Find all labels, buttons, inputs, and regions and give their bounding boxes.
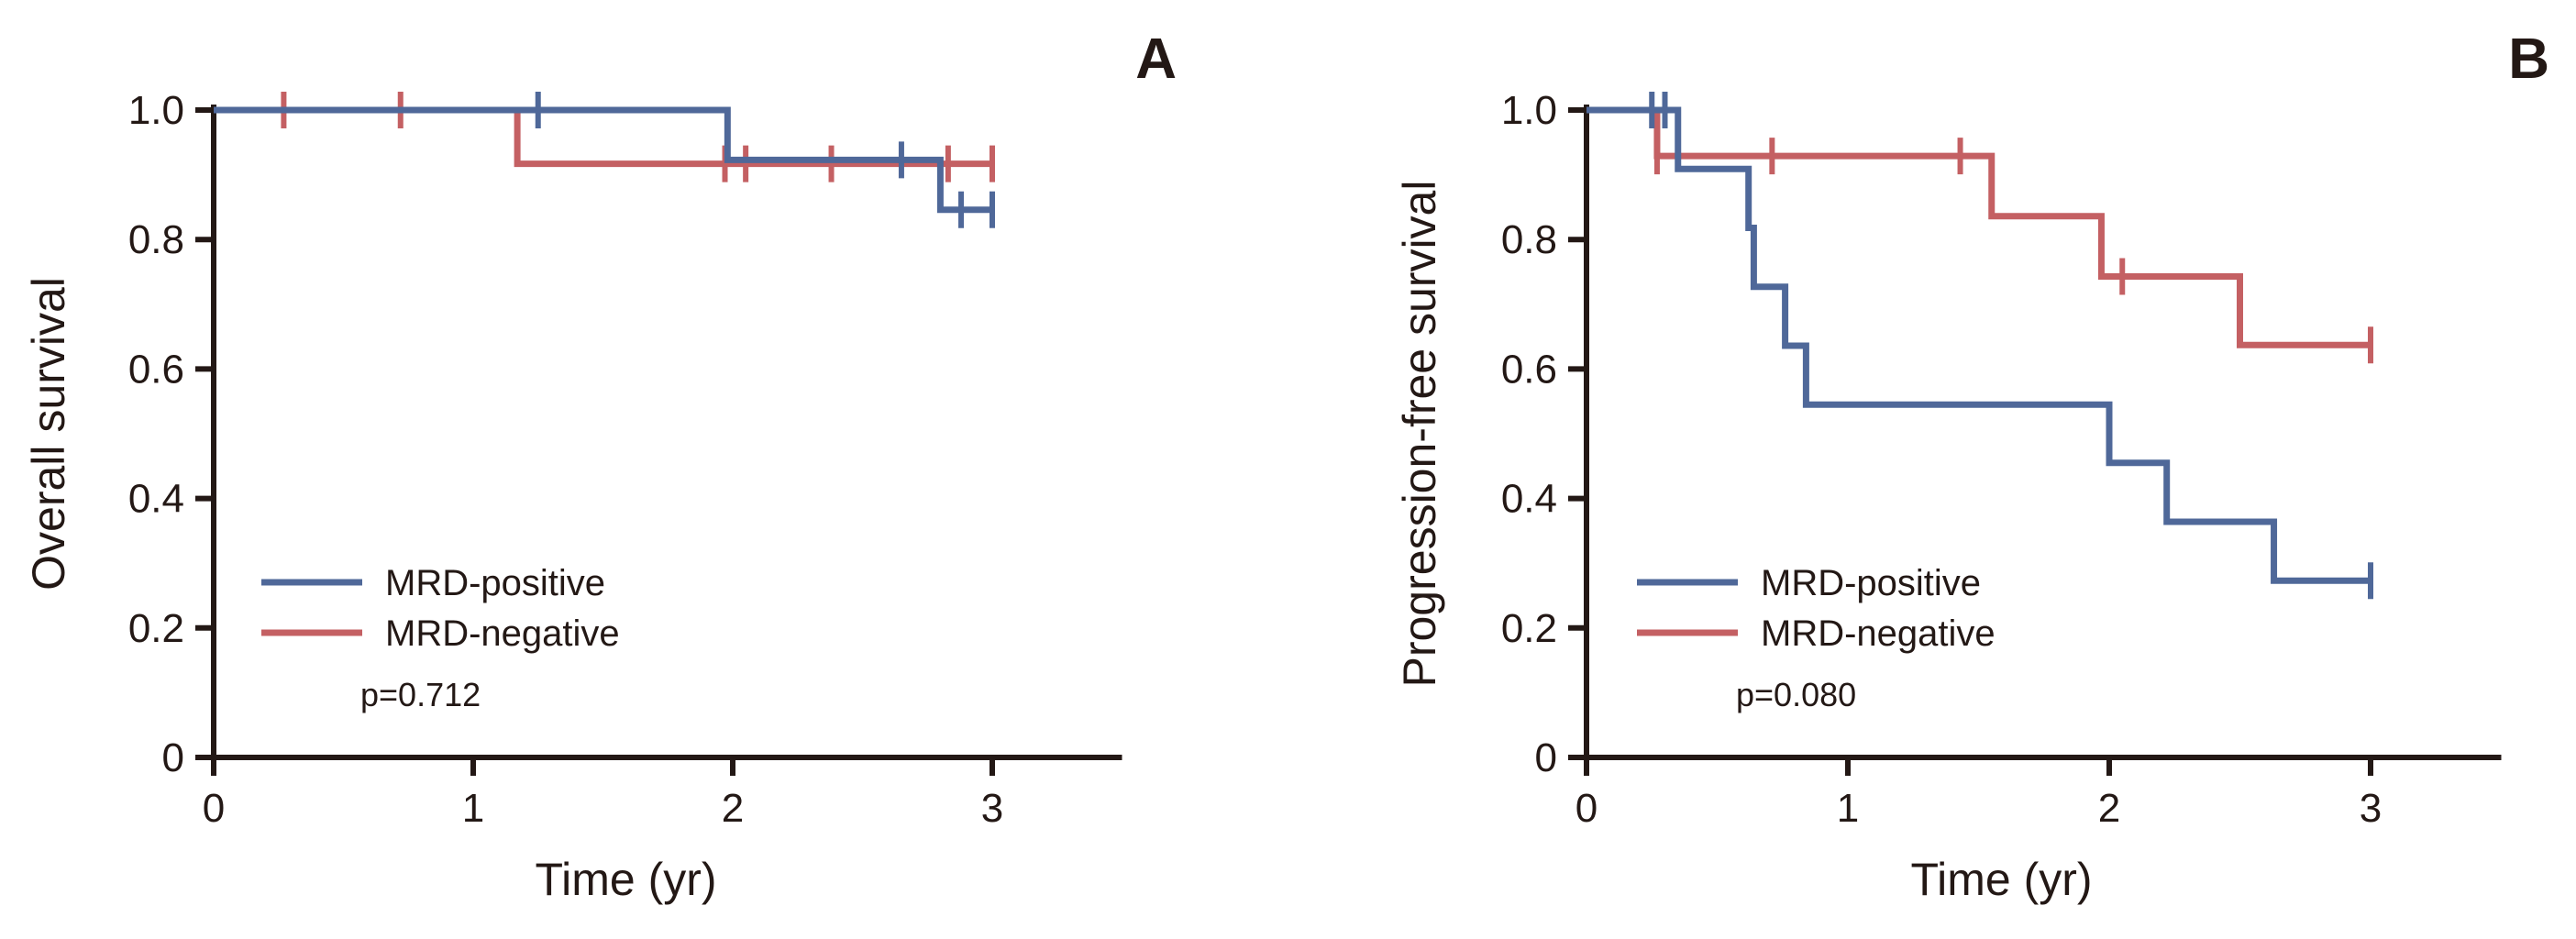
x-axis-label: Time (yr) [1910, 854, 2092, 905]
y-axis-label: Progression-free survival [1394, 181, 1445, 688]
panel-b: 0 0.2 0.4 0.6 0.8 1.0 0 1 2 3 Time (yr) Progression… [1394, 28, 2549, 905]
legend-label: MRD-positive [1761, 563, 1981, 603]
survival-curve-mrd-negative [1587, 106, 2371, 348]
y-tick-label: 0.4 [128, 477, 184, 522]
survival-curve-mrd-positive [1587, 106, 2371, 584]
legend-label: MRD-negative [385, 613, 620, 654]
x-axis-label: Time (yr) [535, 854, 716, 905]
y-tick-label: 0 [1535, 735, 1557, 780]
y-axis-label: Overall survival [23, 277, 74, 591]
y-tick-label: 0.8 [1501, 217, 1557, 262]
x-tick-label: 0 [203, 786, 225, 831]
legend-label: MRD-positive [385, 563, 605, 603]
y-tick-label: 1.0 [128, 88, 184, 133]
p-value: p=0.712 [360, 676, 481, 713]
y-tick-label: 0.2 [128, 606, 184, 651]
x-tick-label: 0 [1575, 786, 1598, 831]
y-tick-label: 0.6 [1501, 347, 1557, 392]
survival-curve-mrd-negative [214, 106, 992, 168]
y-tick-label: 0.4 [1501, 477, 1557, 522]
panel-label: A [1135, 28, 1177, 91]
y-tick-label: 0 [162, 735, 184, 780]
y-tick-label: 0.2 [1501, 606, 1557, 651]
panel-label: B [2508, 28, 2549, 91]
survival-curve-mrd-positive [214, 106, 992, 214]
x-tick-label: 2 [722, 786, 744, 831]
x-tick-label: 3 [2360, 786, 2382, 831]
panel-a: 0 0.2 0.4 0.6 0.8 1.0 0 1 2 3 Time (yr) Overall sur… [23, 28, 1177, 905]
x-tick-label: 3 [981, 786, 1003, 831]
p-value: p=0.080 [1736, 676, 1856, 713]
y-tick-label: 1.0 [1501, 88, 1557, 133]
y-tick-label: 0.6 [128, 347, 184, 392]
x-tick-label: 2 [2098, 786, 2120, 831]
legend-label: MRD-negative [1761, 613, 1996, 654]
y-tick-label: 0.8 [128, 217, 184, 262]
x-tick-label: 1 [462, 786, 484, 831]
x-tick-label: 1 [1837, 786, 1859, 831]
